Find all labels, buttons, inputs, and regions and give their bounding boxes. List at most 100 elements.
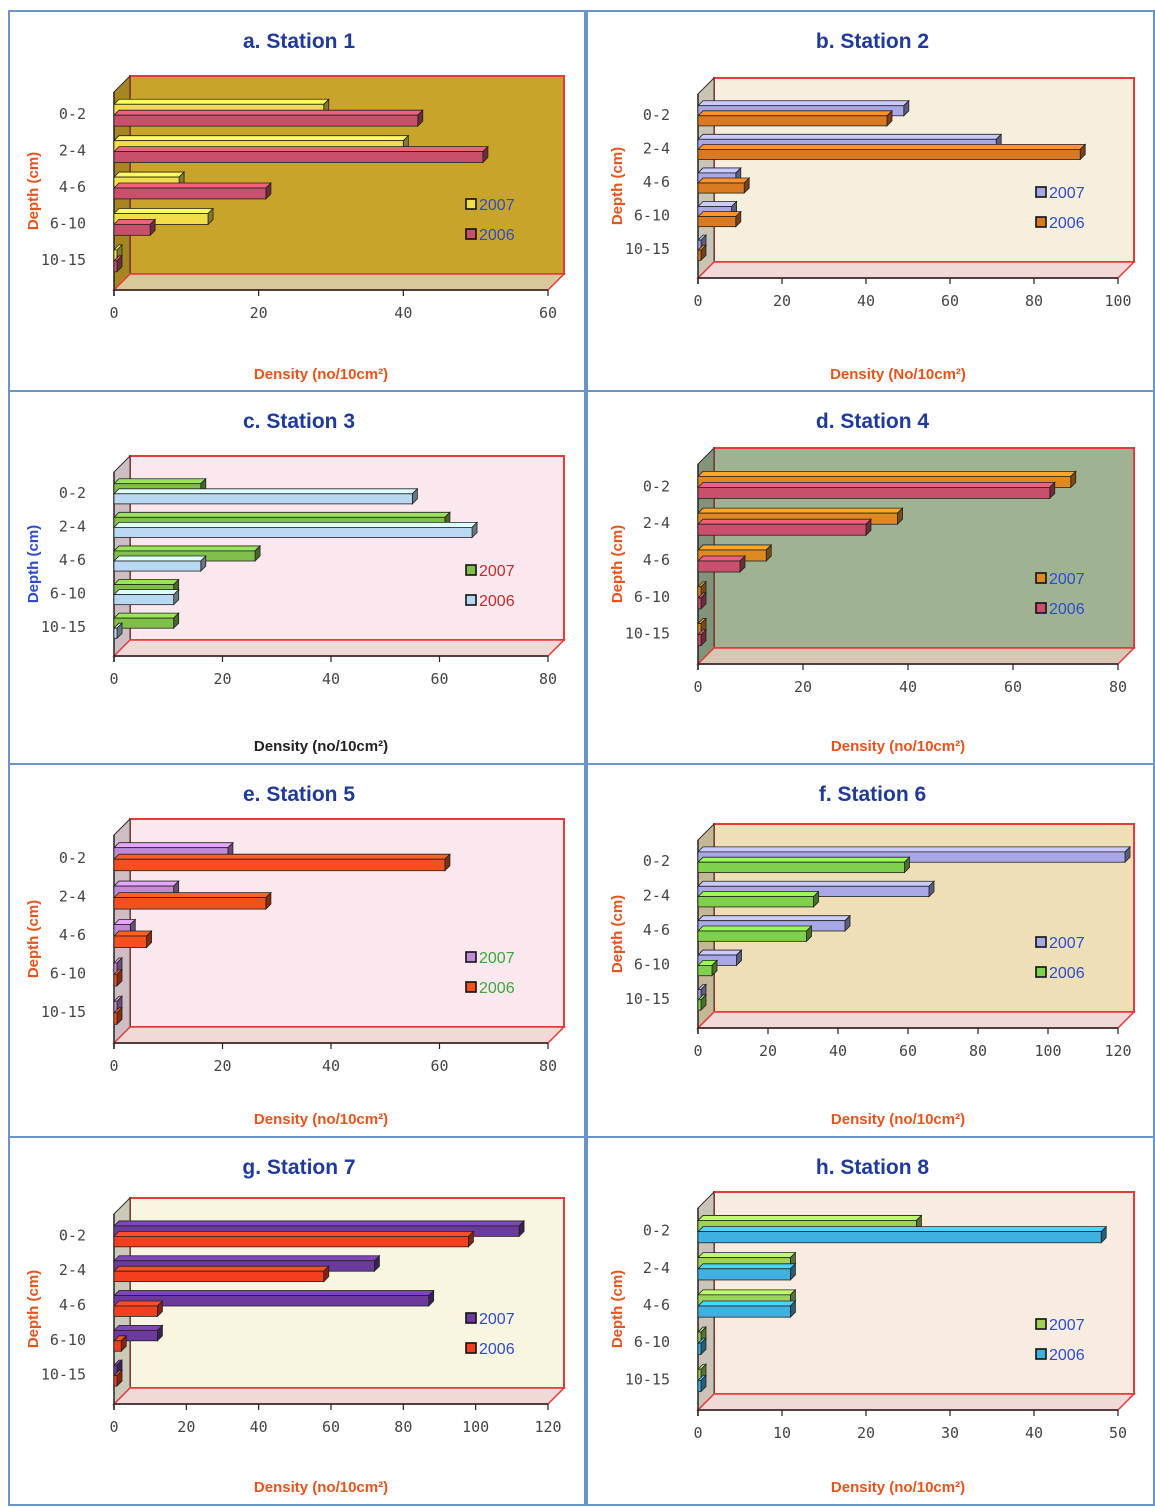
y-tick-label: 10-15	[41, 1366, 86, 1384]
legend-label-2007: 2007	[479, 950, 515, 967]
bar-2007-0-2	[697, 845, 1131, 864]
bar-2006-6-10	[697, 1337, 707, 1356]
y-tick-label: 0-2	[643, 852, 670, 870]
bar-2007-4-6	[113, 1289, 435, 1307]
x-tick-label: 60	[1004, 678, 1022, 696]
x-tick-label: 40	[322, 670, 340, 688]
bar-2006-0-2	[113, 853, 451, 872]
y-axis-label: Depth (cm)	[25, 152, 42, 230]
bar-2006-2-4	[113, 1265, 330, 1283]
legend-label-2007: 2007	[1049, 1317, 1085, 1334]
x-tick-label: 0	[693, 678, 702, 696]
legend-swatch-2006	[465, 594, 477, 606]
x-axis-label: Density (no/10cm²)	[831, 738, 965, 755]
legend-label-2007: 2007	[479, 1311, 515, 1328]
x-tick-label: 40	[1025, 1424, 1043, 1442]
x-tick-label: 80	[1109, 678, 1127, 696]
bar-2007-0-2	[113, 98, 330, 117]
chart-title: b. Station 2	[816, 30, 929, 53]
y-tick-label: 6-10	[50, 585, 86, 603]
bar-2006-10-15	[113, 1006, 123, 1026]
bar-2006-2-4	[697, 518, 872, 537]
y-tick-label: 4-6	[643, 551, 670, 569]
bar-2006-10-15	[697, 244, 707, 262]
plot-floor	[696, 1011, 1136, 1029]
y-tick-label: 6-10	[634, 955, 670, 973]
legend-swatch-2006	[1035, 966, 1047, 978]
y-tick-label: 2-4	[643, 139, 670, 157]
y-tick-label: 0-2	[59, 105, 86, 123]
chart-svg: h. Station 8 0 10 20 30 40 50 0-2 2-4 4-6 6-10 10-1…	[609, 1156, 1136, 1496]
x-tick-label: 100	[1104, 292, 1131, 310]
x-tick-label: 20	[213, 1057, 231, 1075]
legend-swatch-2007	[1035, 572, 1047, 584]
legend-swatch-2007	[1035, 936, 1047, 948]
x-tick-label: 120	[1104, 1042, 1131, 1060]
y-tick-label: 10-15	[625, 990, 670, 1008]
bar-2006-4-6	[113, 930, 153, 949]
legend-label-2007: 2007	[1049, 935, 1085, 952]
bar-2006-0-2	[697, 109, 893, 127]
bar-2006-0-2	[697, 1225, 1108, 1244]
y-tick-label: 2-4	[643, 1259, 670, 1277]
legend-label-2006: 2006	[479, 593, 515, 610]
bar-2006-6-10	[113, 968, 123, 987]
bar-2006-2-4	[697, 890, 820, 908]
bar-2006-0-2	[113, 109, 424, 128]
y-axis-label: Depth (cm)	[25, 525, 42, 603]
legend-label-2006: 2006	[1049, 1347, 1085, 1364]
bar-2006-6-10	[113, 1334, 128, 1353]
legend-swatch-2007	[465, 951, 477, 963]
chart-title: e. Station 5	[243, 783, 355, 806]
chart-svg: c. Station 3 0 20 40 60 80 0-2 2-4 4-6 6-10 10-15 D…	[25, 410, 566, 755]
chart-svg: d. Station 4 0 20 40 60 80 0-2 2-4 4-6 6-10 10-15 D…	[609, 410, 1136, 755]
y-tick-label: 6-10	[50, 214, 86, 232]
y-tick-label: 6-10	[634, 207, 670, 225]
x-axis-label: Density (no/10cm²)	[254, 1479, 388, 1496]
x-tick-label: 20	[213, 670, 231, 688]
x-tick-label: 0	[693, 292, 702, 310]
chart-panel-1: a. Station 1 0 20 40 60 0-2 2-4 4-6 6-10 10-15 Dep…	[8, 10, 586, 393]
y-tick-label: 6-10	[634, 588, 670, 606]
legend-label-2006: 2006	[479, 1341, 515, 1358]
chart-panel-4: d. Station 4 0 20 40 60 80 0-2 2-4 4-6 6-10 10-15 D…	[586, 390, 1155, 765]
legend-label-2007: 2007	[1049, 571, 1085, 588]
y-tick-label: 2-4	[59, 888, 86, 906]
y-tick-label: 6-10	[50, 1331, 86, 1349]
x-tick-label: 20	[177, 1418, 195, 1436]
y-tick-label: 4-6	[643, 921, 670, 939]
x-axis-label: Density (no/10cm²)	[254, 738, 388, 755]
x-axis-label: Density (no/10cm²)	[254, 366, 388, 383]
chart-svg: g. Station 7 0 20 40 60 80 100 120 0-2 2-4 4-6 6-10…	[25, 1156, 566, 1496]
legend-swatch-2006	[1035, 216, 1047, 228]
x-tick-label: 0	[109, 670, 118, 688]
legend-swatch-2007	[1035, 186, 1047, 198]
bar-2006-10-15	[113, 622, 123, 640]
bar-2006-2-4	[697, 143, 1087, 161]
legend-swatch-2007	[465, 564, 477, 576]
chart-svg: e. Station 5 0 20 40 60 80 0-2 2-4 4-6 6-10 10-15 D…	[25, 783, 566, 1128]
chart-svg: a. Station 1 0 20 40 60 0-2 2-4 4-6 6-10 10-15 Dep…	[25, 30, 566, 383]
chart-title: h. Station 8	[816, 1156, 929, 1179]
legend-label-2006: 2006	[479, 227, 515, 244]
bar-2006-6-10	[697, 591, 707, 610]
x-tick-label: 0	[109, 304, 118, 322]
x-tick-label: 60	[430, 670, 448, 688]
x-tick-label: 60	[430, 1057, 448, 1075]
plot-floor	[112, 1026, 566, 1044]
y-axis-label: Depth (cm)	[609, 525, 626, 603]
bar-2006-0-2	[113, 487, 419, 505]
chart-panel-6: f. Station 6 0 20 40 60 80 100 120 0-2 2-4 4-6 6-10…	[586, 763, 1155, 1138]
x-axis-label: Density (No/10cm²)	[830, 366, 966, 383]
bar-2006-4-6	[697, 555, 746, 574]
y-tick-label: 0-2	[643, 1222, 670, 1240]
x-tick-label: 50	[1109, 1424, 1127, 1442]
legend-label-2006: 2006	[479, 980, 515, 997]
x-tick-label: 0	[109, 1057, 118, 1075]
x-tick-label: 10	[773, 1424, 791, 1442]
bar-2006-6-10	[113, 588, 180, 606]
legend-swatch-2006	[1035, 602, 1047, 614]
legend-swatch-2006	[465, 1342, 477, 1354]
legend-swatch-2006	[1035, 1348, 1047, 1360]
y-tick-label: 4-6	[643, 173, 670, 191]
